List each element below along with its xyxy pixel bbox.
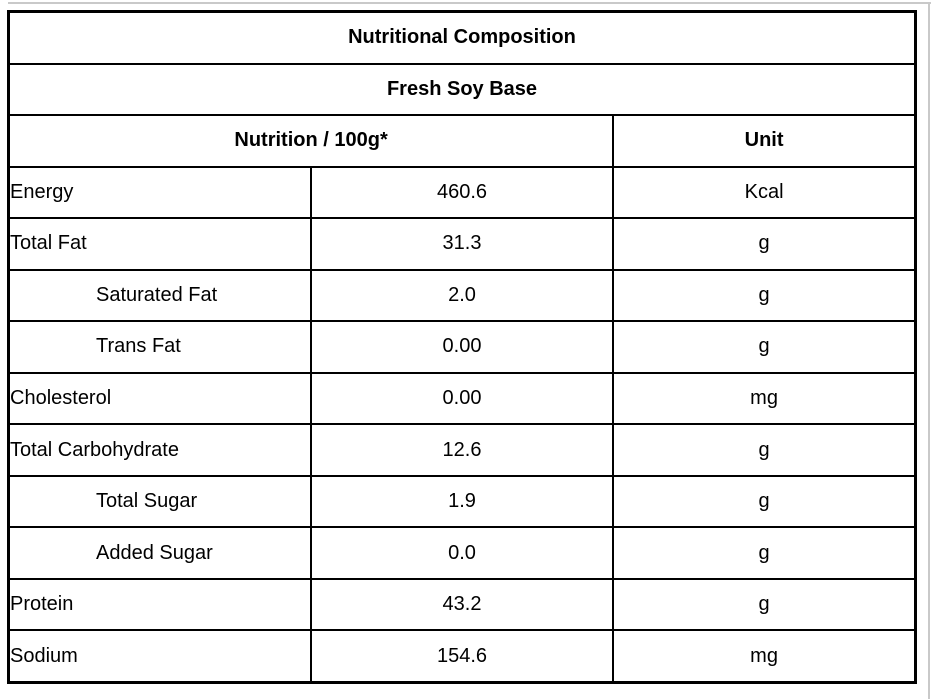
nutrient-unit: g	[612, 217, 917, 271]
nutrient-label: Cholesterol	[7, 371, 312, 426]
nutrient-unit: g	[612, 474, 917, 529]
nutrient-value: 2.0	[309, 268, 615, 323]
nutrient-unit: mg	[612, 629, 917, 684]
nutrient-label: Total Fat	[7, 217, 312, 271]
nutrient-unit: g	[612, 320, 917, 374]
nutrient-label: Total Sugar	[7, 474, 312, 529]
table-row: Saturated Fat 2.0 g	[7, 268, 917, 323]
table-row: Energy 460.6 Kcal	[7, 165, 917, 220]
nutrient-unit: g	[612, 423, 917, 477]
nutrient-label: Total Carbohydrate	[7, 423, 312, 477]
nutrient-label: Trans Fat	[7, 320, 312, 374]
nutrient-unit: g	[612, 268, 917, 323]
nutrient-value: 0.0	[309, 526, 615, 580]
nutrient-unit: mg	[612, 371, 917, 426]
nutrient-value: 31.3	[309, 217, 615, 271]
page-edge-right	[928, 2, 930, 699]
nutrient-value: 0.00	[309, 371, 615, 426]
nutrition-column-header: Nutrition / 100g*	[7, 114, 615, 168]
table-row: Trans Fat 0.00 g	[7, 320, 917, 374]
table-row: Sodium 154.6 mg	[7, 629, 917, 684]
product-name-row: Fresh Soy Base	[7, 62, 917, 117]
nutrient-value: 154.6	[309, 629, 615, 684]
page-edge-top	[8, 2, 931, 4]
nutrient-value: 1.9	[309, 474, 615, 529]
unit-column-header: Unit	[612, 114, 917, 168]
table-title-row: Nutritional Composition	[7, 10, 917, 65]
table-title: Nutritional Composition	[7, 10, 917, 65]
nutrient-label: Saturated Fat	[7, 268, 312, 323]
product-name: Fresh Soy Base	[7, 62, 917, 117]
nutrient-value: 43.2	[309, 577, 615, 632]
column-header-row: Nutrition / 100g* Unit	[7, 114, 917, 168]
nutrient-value: 12.6	[309, 423, 615, 477]
nutrient-label: Added Sugar	[7, 526, 312, 580]
nutrient-label: Energy	[7, 165, 312, 220]
nutrient-value: 460.6	[309, 165, 615, 220]
nutrient-unit: g	[612, 577, 917, 632]
nutrient-value: 0.00	[309, 320, 615, 374]
nutrition-table: Nutritional Composition Fresh Soy Base N…	[7, 10, 917, 684]
table-row: Total Carbohydrate 12.6 g	[7, 423, 917, 477]
nutrient-unit: g	[612, 526, 917, 580]
table-row: Added Sugar 0.0 g	[7, 526, 917, 580]
table-row: Total Sugar 1.9 g	[7, 474, 917, 529]
nutrient-unit: Kcal	[612, 165, 917, 220]
table-row: Cholesterol 0.00 mg	[7, 371, 917, 426]
table-row: Total Fat 31.3 g	[7, 217, 917, 271]
nutrient-label: Protein	[7, 577, 312, 632]
table-row: Protein 43.2 g	[7, 577, 917, 632]
nutrient-label: Sodium	[7, 629, 312, 684]
